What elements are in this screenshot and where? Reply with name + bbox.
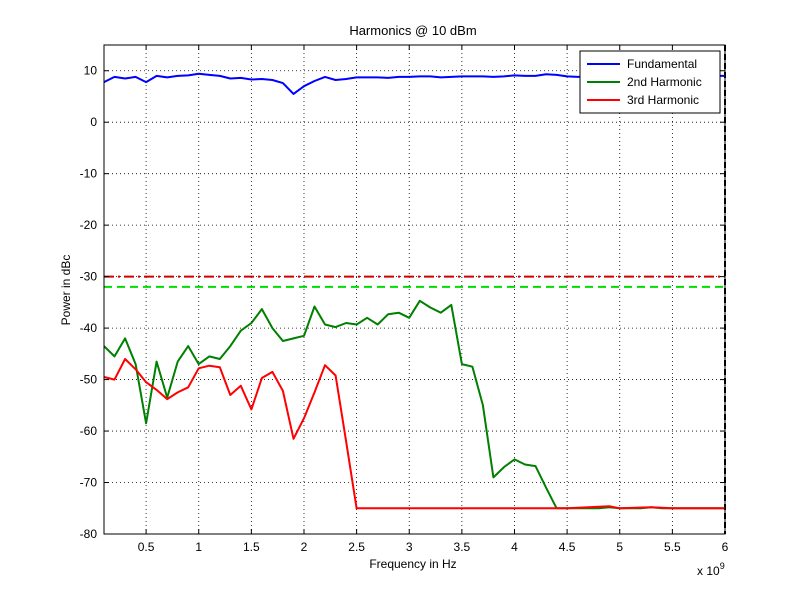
x-axis-label: Frequency in Hz <box>369 557 456 571</box>
y-tick-label: -60 <box>80 424 98 438</box>
y-axis-label: Power in dBc <box>59 255 73 326</box>
y-tick-label: -20 <box>80 218 98 232</box>
x-multiplier: x 109 <box>697 561 725 578</box>
plot-frame <box>103 44 726 535</box>
x-tick-label: 0.5 <box>138 540 155 554</box>
y-tick-label: -10 <box>80 167 98 181</box>
legend-label: 3rd Harmonic <box>627 93 699 107</box>
plot-area <box>104 45 725 534</box>
x-tick-label: 1 <box>195 540 202 554</box>
x-tick-label: 3 <box>406 540 413 554</box>
x-tick-label: 2.5 <box>348 540 365 554</box>
x-tick-label: 4.5 <box>559 540 576 554</box>
y-tick-label: 10 <box>84 64 98 78</box>
legend-label: 2nd Harmonic <box>627 75 702 89</box>
y-tick-label: -30 <box>80 270 98 284</box>
x-tick-label: 2 <box>301 540 308 554</box>
legend: Fundamental 2nd Harmonic 3rd Harmonic <box>579 50 721 114</box>
x-tick-label: 3.5 <box>454 540 471 554</box>
y-tick-label: -80 <box>80 527 98 541</box>
series-line-3rd-harmonic <box>103 358 725 510</box>
axis-ticks: 0.5 1 1.5 2 2.5 3 3.5 4 4.5 5 5.5 6 10 0 -10 -20 -30 -40 -… <box>80 45 729 554</box>
y-tick-label: 0 <box>90 115 97 129</box>
series-layer <box>103 72 725 510</box>
x-tick-label: 5 <box>616 540 623 554</box>
x-tick-label: 4 <box>511 540 518 554</box>
x-tick-label: 6 <box>722 540 729 554</box>
series-line-fundamental <box>103 72 725 95</box>
y-tick-label: -50 <box>80 373 98 387</box>
y-tick-label: -70 <box>80 476 98 490</box>
x-tick-label: 5.5 <box>664 540 681 554</box>
x-multiplier-exponent: 9 <box>720 561 725 571</box>
x-multiplier-base: x 10 <box>697 564 720 578</box>
grid-lines <box>104 45 726 535</box>
chart-title: Harmonics @ 10 dBm <box>349 23 476 38</box>
y-tick-label: -40 <box>80 321 98 335</box>
legend-label: Fundamental <box>627 57 697 71</box>
x-tick-label: 1.5 <box>243 540 260 554</box>
